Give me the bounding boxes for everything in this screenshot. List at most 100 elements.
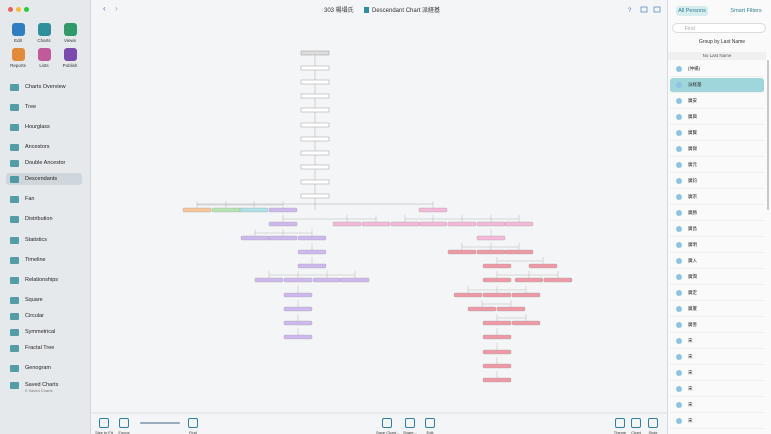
zoom-button[interactable]	[24, 7, 29, 12]
person-row[interactable]: (仲楊)	[670, 62, 764, 77]
person-row[interactable]: 廣善	[670, 318, 764, 333]
person-node	[418, 221, 448, 227]
bottom-button[interactable]: Theme	[609, 418, 631, 434]
saved-count: 0 Saved Charts	[25, 388, 53, 393]
sidebar-item[interactable]: Ancestors	[6, 141, 82, 153]
back-arrow[interactable]: ‹	[103, 4, 106, 13]
button-icon	[188, 418, 198, 428]
bottom-button[interactable]: Focus	[113, 418, 135, 434]
sidebar-item[interactable]: Fan	[6, 193, 82, 205]
bottom-button[interactable]: Find	[182, 418, 204, 434]
person-row[interactable]: 廣安	[670, 94, 764, 109]
person-icon	[676, 370, 682, 376]
person-icon	[676, 402, 682, 408]
button-label: Charts	[37, 38, 51, 43]
minimize-button[interactable]	[16, 7, 21, 12]
person-row[interactable]: 宋	[670, 398, 764, 413]
person-row[interactable]: 宋	[670, 334, 764, 349]
sidebar-item[interactable]: Fractal Tree	[6, 342, 82, 354]
bottom-button[interactable]: Size to Fit	[93, 418, 115, 434]
sidebar-item[interactable]: Tree	[6, 101, 82, 113]
close-button[interactable]	[8, 7, 13, 12]
person-node	[453, 292, 483, 298]
toolbar-button[interactable]: Charts	[33, 23, 55, 43]
person-row[interactable]: 廣賢	[670, 126, 764, 141]
toolbar-button[interactable]: Publish	[59, 48, 81, 68]
person-icon	[676, 306, 682, 312]
sidebar-item[interactable]: Hourglass	[6, 121, 82, 133]
group-by-menu[interactable]: Group by Last Name	[698, 39, 746, 45]
item-label: Ancestors	[25, 144, 50, 150]
button-icon	[119, 418, 129, 428]
bottom-button[interactable]: Share...	[399, 418, 421, 434]
person-row[interactable]: 廣興	[670, 110, 764, 125]
sidebar-item[interactable]: Circular	[6, 310, 82, 322]
button-label: Lists	[39, 63, 49, 68]
person-row[interactable]: 廣入	[670, 254, 764, 269]
person-icon	[676, 258, 682, 264]
bottom-button[interactable]: Save Chart...	[376, 418, 399, 434]
person-row[interactable]: 廣明	[670, 238, 764, 253]
forward-arrow[interactable]: ›	[115, 4, 118, 13]
help-button[interactable]: ?	[628, 8, 632, 14]
person-icon	[676, 178, 682, 184]
sidebar-item[interactable]: Square	[6, 294, 82, 306]
person-row[interactable]: 廣宗	[670, 190, 764, 205]
panel-button[interactable]	[653, 6, 661, 13]
person-node	[511, 292, 541, 298]
toolbar-button[interactable]: Views	[59, 23, 81, 43]
person-row[interactable]: 派経基	[670, 78, 764, 93]
person-panel: All Persons Smart Filters Find Group by …	[667, 0, 771, 434]
tab-smart-filters[interactable]: Smart Filters	[730, 8, 762, 14]
item-icon	[10, 123, 19, 131]
sidebar-item[interactable]: Descendants	[6, 173, 82, 185]
sidebar-item[interactable]: Saved Charts 0 Saved Charts	[6, 379, 82, 393]
bottom-button[interactable]: Edit	[419, 418, 441, 434]
person-node	[283, 334, 313, 340]
person-icon	[676, 130, 682, 136]
person-row[interactable]: 宋	[670, 382, 764, 397]
sidebar-item[interactable]: Double Ancestor	[6, 157, 82, 169]
bottom-button[interactable]: Style	[642, 418, 664, 434]
button-label: Chart	[631, 430, 641, 434]
person-node	[300, 164, 330, 170]
person-row[interactable]: 廣鈞	[670, 174, 764, 189]
sidebar-item[interactable]: Distribution	[6, 213, 82, 225]
toolbar-button[interactable]: Reports	[7, 48, 29, 68]
tab-all-persons[interactable]: All Persons	[676, 6, 708, 16]
person-icon	[676, 162, 682, 168]
person-row[interactable]: 廣潤	[670, 270, 764, 285]
person-node	[504, 221, 534, 227]
person-row[interactable]: 廣錫	[670, 142, 764, 157]
sidebar-item[interactable]: Relationships	[6, 274, 82, 286]
toolbar-button[interactable]: Edit	[7, 23, 29, 43]
window-button[interactable]	[640, 6, 648, 13]
item-label: Timeline	[25, 257, 46, 263]
person-icon	[676, 354, 682, 360]
sidebar-item[interactable]: Genogram	[6, 362, 82, 374]
sidebar-item[interactable]: Statistics	[6, 234, 82, 246]
item-label: Descendants	[25, 176, 58, 182]
person-row[interactable]: 宋	[670, 414, 764, 429]
toolbar-button[interactable]: Lists	[33, 48, 55, 68]
search-field[interactable]: Find	[672, 23, 766, 33]
sidebar-item[interactable]: Timeline	[6, 254, 82, 266]
zoom-slider[interactable]	[140, 422, 180, 424]
person-row[interactable]: 廣勝	[670, 206, 764, 221]
bottom-button[interactable]: Chart	[625, 418, 647, 434]
button-icon	[405, 418, 415, 428]
item-label: Fan	[25, 196, 35, 202]
person-row[interactable]: 宋	[670, 366, 764, 381]
person-row[interactable]: 廣昌	[670, 222, 764, 237]
person-row[interactable]: 廣元	[670, 158, 764, 173]
item-label: Double Ancestor	[25, 160, 66, 166]
sidebar-item[interactable]: Symmetrical	[6, 326, 82, 338]
item-icon	[10, 236, 19, 244]
item-icon	[10, 381, 19, 389]
person-node	[511, 320, 541, 326]
person-node	[297, 235, 327, 241]
person-row[interactable]: 廣定	[670, 286, 764, 301]
person-row[interactable]: 宋	[670, 350, 764, 365]
person-row[interactable]: 廣厦	[670, 302, 764, 317]
sidebar-item[interactable]: Charts Overview	[6, 81, 82, 93]
